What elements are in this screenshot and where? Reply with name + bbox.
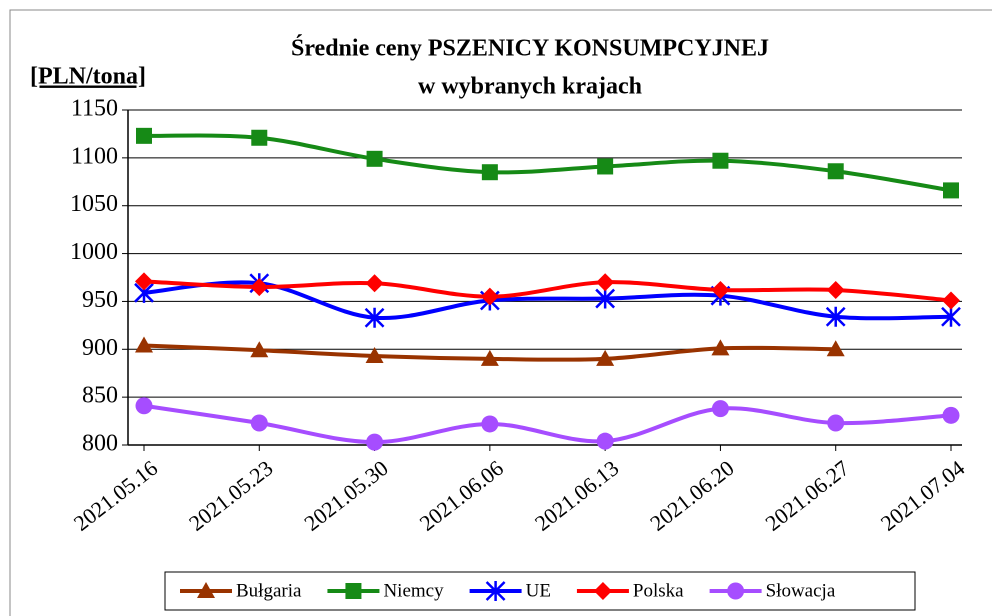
legend-label: UE — [526, 580, 551, 601]
series-line — [143, 279, 952, 303]
series-line — [143, 133, 952, 193]
legend-box — [164, 571, 916, 611]
legend-marker — [197, 582, 215, 598]
data-point — [364, 307, 385, 328]
x-tick-label: 2021.05.23 — [184, 455, 277, 536]
data-point — [596, 273, 615, 292]
x-tick-label: 2021.06.13 — [530, 455, 623, 536]
data-point — [826, 280, 845, 299]
data-point — [135, 272, 153, 291]
data-point — [366, 150, 383, 167]
data-point — [595, 288, 616, 309]
legend-marker — [345, 583, 362, 599]
data-point — [827, 414, 845, 432]
data-point — [826, 340, 845, 357]
legend-item: Niemcy — [327, 580, 444, 601]
data-point — [597, 158, 614, 175]
legend-item: Bułgaria — [180, 580, 302, 601]
legend-item: UE — [469, 580, 551, 601]
x-tick-label: 2021.06.27 — [760, 455, 853, 536]
data-point — [480, 287, 499, 306]
y-tick-label: 850 — [82, 383, 118, 409]
data-point — [366, 433, 384, 451]
chart-subtitle: w wybranych krajach — [418, 74, 642, 100]
y-tick-label: 1000 — [70, 239, 118, 265]
data-point — [596, 432, 614, 450]
y-tick-label: 900 — [82, 335, 118, 361]
data-point — [250, 278, 269, 297]
data-point — [827, 163, 844, 180]
legend-label: Słowacja — [766, 580, 836, 601]
data-point — [250, 341, 269, 358]
data-point — [942, 291, 960, 310]
x-tick-label: 2021.06.06 — [415, 455, 508, 536]
y-tick-label: 1150 — [71, 96, 118, 122]
chart-border — [9, 9, 992, 616]
data-point — [711, 400, 729, 418]
data-point — [712, 152, 729, 169]
y-tick-label: 1050 — [70, 191, 118, 217]
data-point — [711, 280, 730, 299]
legend-marker — [485, 581, 506, 601]
legend-item: Słowacja — [709, 580, 836, 601]
data-point — [135, 397, 153, 415]
y-axis-label: [PLN/tona] — [30, 64, 146, 90]
data-point — [480, 349, 499, 366]
data-point — [942, 406, 960, 424]
y-tick-label: 1100 — [71, 143, 118, 169]
data-point — [941, 306, 961, 327]
legend-label: Polska — [633, 580, 684, 601]
legend-item: Polska — [576, 580, 684, 601]
x-tick-label: 2021.06.20 — [645, 455, 738, 536]
data-point — [481, 415, 499, 433]
data-point — [711, 339, 730, 356]
legend-marker — [727, 582, 745, 600]
series-line — [143, 403, 952, 445]
data-point — [596, 349, 615, 366]
data-point — [250, 414, 268, 432]
y-tick-label: 950 — [82, 287, 118, 313]
data-point — [481, 164, 498, 181]
y-tick-label: 800 — [82, 431, 118, 457]
legend-label: Niemcy — [383, 580, 444, 601]
data-point — [943, 182, 959, 199]
x-tick-label: 2021.05.30 — [299, 455, 392, 536]
chart-title: Średnie ceny PSZENICY KONSUMPCYJNEJ — [291, 35, 769, 62]
data-point — [365, 274, 384, 293]
data-point — [135, 336, 153, 353]
legend-label: Bułgaria — [236, 580, 302, 601]
x-tick-label: 2021.05.16 — [69, 455, 162, 536]
x-tick-label: 2021.07.04 — [876, 455, 969, 536]
data-point — [825, 306, 846, 327]
legend-marker — [593, 582, 612, 600]
data-point — [136, 127, 152, 144]
data-point — [365, 346, 384, 363]
data-point — [251, 129, 268, 146]
